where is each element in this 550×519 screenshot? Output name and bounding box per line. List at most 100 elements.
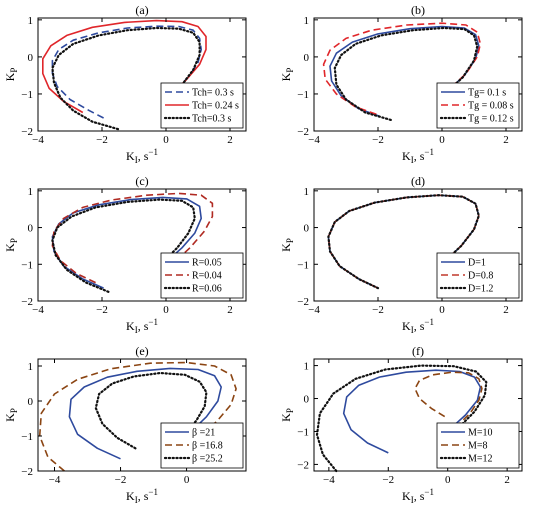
x-tick-label: −2 bbox=[115, 474, 127, 486]
panel-title: (a) bbox=[135, 3, 148, 17]
y-tick-label: 0 bbox=[304, 223, 310, 235]
y-tick-label: −2 bbox=[297, 126, 309, 138]
series-line bbox=[342, 369, 482, 454]
y-tick-label: −1 bbox=[21, 259, 33, 271]
legend-label: M=12 bbox=[468, 454, 493, 465]
legend-label: M=10 bbox=[468, 428, 493, 439]
axes-frame bbox=[37, 358, 247, 472]
x-axis-label: KI, s−1 bbox=[402, 147, 434, 165]
series-line bbox=[322, 22, 482, 116]
y-axis-label: KP bbox=[279, 68, 295, 82]
y-axis-label: KP bbox=[3, 68, 19, 82]
x-tick-label: 2 bbox=[503, 134, 509, 146]
y-tick-label: 1 bbox=[304, 361, 310, 373]
y-tick-label: −2 bbox=[21, 126, 33, 138]
x-tick-label: −4 bbox=[323, 474, 335, 486]
axes-frame bbox=[313, 17, 523, 132]
legend-label: R=0.06 bbox=[192, 284, 222, 295]
y-axis-label: KP bbox=[279, 238, 295, 252]
series-line bbox=[38, 361, 237, 472]
axes-frame bbox=[313, 358, 523, 472]
legend: D=1 D=0.8 D=1.2 bbox=[436, 252, 520, 299]
x-tick-label: 2 bbox=[227, 134, 233, 146]
series-line bbox=[333, 26, 479, 121]
y-tick-label: −2 bbox=[21, 466, 33, 478]
panel-title: (b) bbox=[411, 3, 425, 17]
x-tick-label: 0 bbox=[439, 134, 445, 146]
y-tick-label: −2 bbox=[21, 296, 33, 308]
legend-label: Tch= 0.3 s bbox=[192, 88, 234, 99]
y-axis-label: KP bbox=[279, 408, 295, 422]
x-tick-label: −4 bbox=[308, 134, 320, 146]
y-tick-label: 1 bbox=[28, 361, 34, 373]
legend-box bbox=[436, 82, 520, 129]
y-tick-label: 0 bbox=[304, 52, 310, 64]
legend-label: Tg = 0.12 s bbox=[468, 114, 514, 125]
series-line bbox=[414, 371, 483, 426]
panel-title: (d) bbox=[411, 174, 425, 188]
legend: β =21 β =16.8 β =25.2 bbox=[160, 422, 244, 469]
y-tick-label: −1 bbox=[297, 259, 309, 271]
y-axis-label: KP bbox=[3, 238, 19, 252]
series-line bbox=[42, 19, 207, 114]
series-line bbox=[68, 367, 222, 460]
legend-label: β =25.2 bbox=[192, 454, 223, 465]
legend-box bbox=[160, 252, 244, 299]
legend-label: R=0.05 bbox=[192, 258, 222, 269]
legend-label: Tg = 0.08 s bbox=[468, 101, 514, 112]
x-tick-label: 0 bbox=[184, 474, 190, 486]
y-tick-label: −1 bbox=[297, 426, 309, 438]
y-tick-label: 1 bbox=[28, 186, 34, 198]
series-line bbox=[94, 371, 208, 450]
x-tick-label: 0 bbox=[439, 304, 445, 316]
x-tick-label: −2 bbox=[382, 474, 394, 486]
legend-label: Tch=0.3 s bbox=[192, 114, 231, 125]
y-tick-label: −1 bbox=[21, 89, 33, 101]
legend: Tch= 0.3 s Tch= 0.24 s Tch=0.3 s bbox=[160, 82, 244, 129]
axes-frame bbox=[37, 17, 247, 132]
panel-title: (c) bbox=[135, 174, 148, 188]
legend-label: Tch= 0.24 s bbox=[192, 101, 239, 112]
y-tick-label: 1 bbox=[304, 15, 310, 27]
series-line bbox=[51, 26, 201, 131]
x-tick-label: −4 bbox=[308, 304, 320, 316]
legend-box bbox=[436, 422, 520, 469]
legend-label: D=1 bbox=[468, 258, 486, 269]
panel-title: (f) bbox=[412, 344, 424, 358]
series-line bbox=[51, 192, 214, 284]
legend-label: D=0.8 bbox=[468, 271, 493, 282]
series-line bbox=[327, 194, 480, 290]
x-tick-label: 0 bbox=[445, 474, 451, 486]
legend-label: R=0.04 bbox=[192, 271, 222, 282]
legend-label: D=1.2 bbox=[468, 284, 493, 295]
x-tick-label: −2 bbox=[96, 304, 108, 316]
x-tick-label: 2 bbox=[504, 474, 510, 486]
legend: Tg= 0.1 s Tg = 0.08 s Tg = 0.12 s bbox=[436, 82, 520, 129]
y-tick-label: 0 bbox=[304, 394, 310, 406]
y-tick-label: 0 bbox=[28, 396, 34, 408]
x-tick-label: 0 bbox=[163, 304, 169, 316]
x-axis-label: KI, s−1 bbox=[402, 317, 434, 335]
legend-label: M=8 bbox=[468, 441, 488, 452]
panel-title: (e) bbox=[135, 344, 148, 358]
y-tick-label: −1 bbox=[297, 89, 309, 101]
x-axis-label: KI, s−1 bbox=[402, 487, 434, 505]
x-tick-label: 2 bbox=[227, 304, 233, 316]
y-tick-label: −2 bbox=[297, 459, 309, 471]
legend-label: Tg= 0.1 s bbox=[468, 88, 506, 99]
x-tick-label: 2 bbox=[503, 304, 509, 316]
x-tick-label: −4 bbox=[32, 304, 44, 316]
x-axis-label: KI, s−1 bbox=[126, 487, 158, 505]
y-tick-label: 1 bbox=[304, 186, 310, 198]
chart-panel: −4 −2 0 −2 −1 0 1 (e) KI, s−1 KP β =21 β =16.8 β =25… bbox=[3, 344, 247, 505]
chart-panel: −4 −2 0 2−2−101(c)KI, s−1KPR=0.05R=0.04R=0.… bbox=[3, 174, 247, 335]
x-tick-label: −2 bbox=[372, 304, 384, 316]
legend-box bbox=[436, 252, 520, 299]
y-tick-label: −2 bbox=[297, 296, 309, 308]
y-tick-label: −1 bbox=[21, 431, 33, 443]
series-line bbox=[329, 25, 480, 117]
x-axis-label: KI, s−1 bbox=[126, 147, 158, 165]
legend: R=0.05 R=0.04 R=0.06 bbox=[160, 252, 244, 299]
